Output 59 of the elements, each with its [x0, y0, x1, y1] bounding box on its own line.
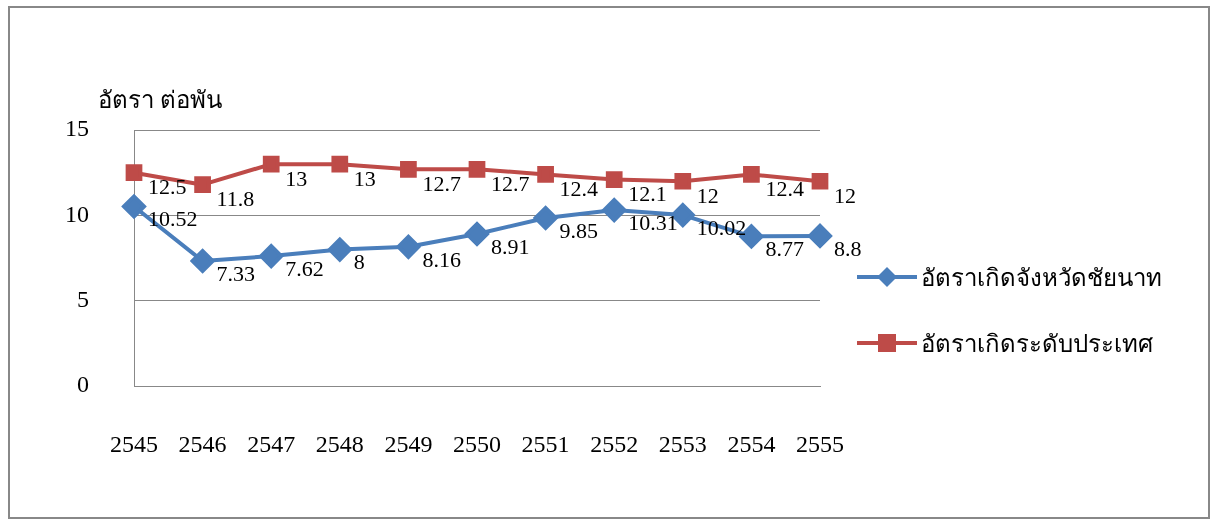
point	[743, 166, 760, 183]
data-label: 8.16	[422, 246, 461, 272]
data-label: 9.85	[559, 217, 599, 243]
x-tick-label: 2546	[178, 430, 227, 457]
y-tick-label: 15	[65, 115, 89, 142]
x-tick-label: 2550	[453, 430, 501, 457]
point	[259, 244, 284, 269]
data-label: 12.4	[559, 176, 599, 202]
point	[465, 222, 489, 247]
data-label: 10.31	[628, 209, 678, 235]
point	[125, 164, 143, 182]
x-tick-label: 2555	[796, 430, 844, 457]
data-label: 13	[285, 165, 308, 191]
data-label: 12.5	[148, 174, 187, 200]
point	[262, 155, 280, 173]
point	[533, 205, 558, 230]
point	[122, 194, 146, 219]
point	[605, 171, 623, 188]
point	[537, 166, 554, 183]
point	[327, 237, 352, 262]
data-label: 7.62	[285, 255, 324, 281]
point	[468, 160, 486, 178]
data-label: 12.7	[491, 171, 530, 197]
point	[602, 198, 627, 223]
x-tick-label: 2548	[315, 430, 364, 457]
y-tick-label: 0	[77, 371, 89, 398]
x-tick-label: 2551	[521, 430, 570, 457]
point	[674, 172, 692, 190]
point	[808, 223, 832, 248]
point	[194, 176, 211, 194]
point	[331, 155, 349, 173]
point	[396, 234, 421, 259]
point	[811, 172, 829, 190]
data-label: 12	[834, 183, 856, 209]
x-tick-label: 2552	[590, 430, 639, 457]
data-label: 8.8	[834, 235, 862, 261]
y-tick-label: 10	[65, 200, 89, 227]
legend-label: อัตราเกิดระดับประเทศ	[921, 329, 1153, 359]
data-label: 13	[353, 165, 376, 191]
y-tick-label: 5	[77, 286, 89, 313]
point	[190, 249, 215, 273]
x-tick-label: 2554	[727, 430, 776, 457]
data-label: 7.33	[216, 260, 256, 286]
data-label: 12	[696, 183, 719, 209]
x-tick-label: 2549	[384, 430, 433, 457]
data-label: 12.7	[422, 171, 461, 197]
data-label: 8	[353, 249, 365, 275]
data-label: 12.4	[765, 176, 804, 202]
data-label: 12.1	[628, 181, 667, 207]
x-tick-label: 2545	[110, 430, 158, 457]
data-label: 10.52	[148, 206, 198, 232]
point	[400, 160, 417, 178]
data-label: 8.91	[491, 233, 530, 259]
x-tick-label: 2553	[658, 430, 707, 457]
data-label: 11.8	[216, 186, 255, 212]
y-axis-title: อัตรา ต่อพัน	[98, 86, 222, 115]
data-label: 8.77	[765, 236, 804, 262]
legend-label: อัตราเกิดจังหวัดชัยนาท	[921, 263, 1162, 293]
x-tick-label: 2547	[247, 430, 296, 457]
